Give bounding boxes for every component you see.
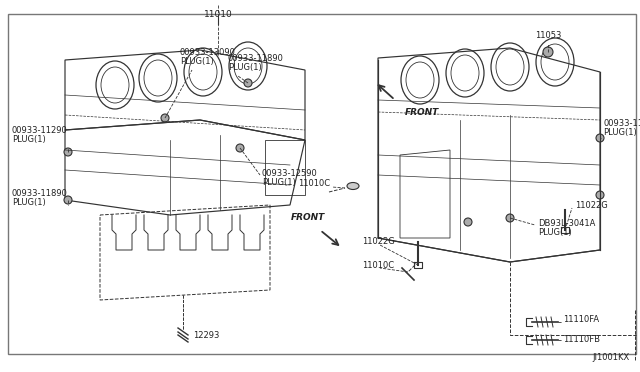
Circle shape [596, 191, 604, 199]
Text: 11110FB: 11110FB [563, 336, 600, 344]
Circle shape [464, 218, 472, 226]
Text: FRONT: FRONT [405, 108, 439, 117]
Circle shape [64, 196, 72, 204]
Text: PLUG(1): PLUG(1) [12, 135, 45, 144]
Text: 11010C: 11010C [298, 180, 330, 189]
Text: 00933-12590: 00933-12590 [262, 169, 317, 178]
Text: PLUG(1): PLUG(1) [538, 228, 572, 237]
Text: 00933-13090: 00933-13090 [180, 48, 236, 57]
Circle shape [64, 148, 72, 156]
Text: 11010C: 11010C [362, 260, 394, 269]
Text: PLUG(1): PLUG(1) [12, 198, 45, 207]
Text: 00933-11290: 00933-11290 [12, 126, 68, 135]
Circle shape [236, 144, 244, 152]
Text: 11022G: 11022G [362, 237, 395, 247]
Text: 12293: 12293 [193, 330, 220, 340]
Circle shape [244, 79, 252, 87]
Text: 11110FA: 11110FA [563, 315, 599, 324]
Text: 11010: 11010 [204, 10, 232, 19]
Text: 00933-11290: 00933-11290 [603, 119, 640, 128]
Circle shape [161, 114, 169, 122]
Text: PLUG(1): PLUG(1) [262, 178, 296, 187]
Ellipse shape [347, 183, 359, 189]
Text: PLUG(1): PLUG(1) [603, 128, 637, 137]
Text: PLUG(1): PLUG(1) [180, 57, 214, 66]
Text: JI1001KX: JI1001KX [593, 353, 630, 362]
Circle shape [506, 214, 514, 222]
Text: 11053: 11053 [535, 31, 561, 40]
Text: DB93L-3041A: DB93L-3041A [538, 219, 595, 228]
Circle shape [543, 47, 553, 57]
Circle shape [596, 134, 604, 142]
Text: 11022G: 11022G [575, 201, 608, 209]
Text: 00933-11890: 00933-11890 [228, 54, 284, 63]
Text: 00933-11890: 00933-11890 [12, 189, 68, 198]
Text: FRONT: FRONT [291, 213, 325, 222]
Text: PLUG(1): PLUG(1) [228, 63, 262, 72]
